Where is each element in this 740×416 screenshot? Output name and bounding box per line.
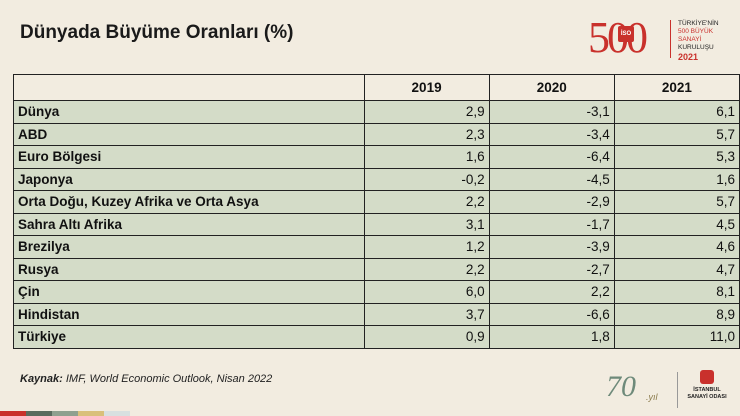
color-bars <box>0 411 130 416</box>
table-row: Orta Doğu, Kuzey Afrika ve Orta Asya 2,2-… <box>13 190 740 214</box>
value-2020: -1,7 <box>488 212 615 236</box>
color-bar <box>104 411 130 416</box>
value-2019: 1,2 <box>363 235 490 259</box>
value-2020: -2,7 <box>488 257 615 281</box>
table-header-2019: 2019 <box>363 74 490 101</box>
logo-line1: TÜRKİYE'NİN <box>678 20 719 27</box>
iso-logo: İSTANBUL SANAYİ ODASI <box>684 370 730 401</box>
table-header-2021: 2021 <box>613 74 740 101</box>
row-label: Sahra Altı Afrika <box>13 212 365 236</box>
value-2020: -4,5 <box>488 167 615 191</box>
logo-line2: 500 BÜYÜK SANAYİ <box>678 28 714 43</box>
row-label: Japonya <box>13 167 365 191</box>
value-2020: -3,9 <box>488 235 615 259</box>
table-header-row: 2019 2020 2021 <box>13 74 740 101</box>
logo-number: 500 <box>588 13 648 62</box>
value-2021: 8,9 <box>613 302 740 326</box>
table-row: ABD 2,3 -3,4 5,7 <box>13 122 740 146</box>
table-header-2020: 2020 <box>488 74 615 101</box>
color-bar <box>52 411 78 416</box>
value-2019: 2,2 <box>363 190 490 214</box>
table-header-empty <box>13 74 365 101</box>
value-2020: -3,4 <box>488 122 615 146</box>
value-2020: 1,8 <box>488 325 615 349</box>
value-2021: 1,6 <box>613 167 740 191</box>
500-logo: 500 İSO TÜRKİYE'NİN 500 BÜYÜK SANAYİ KUR… <box>588 12 728 64</box>
table-row: Sahra Altı Afrika 3,1 -1,7 4,5 <box>13 212 740 236</box>
logo-divider <box>670 20 671 58</box>
value-2020: -3,1 <box>488 100 615 124</box>
table-row: Euro Bölgesi 1,6 -6,4 5,3 <box>13 145 740 169</box>
iso-org-line1: İSTANBUL <box>693 387 721 393</box>
color-bar <box>0 411 26 416</box>
value-2021: 8,1 <box>613 280 740 304</box>
table-row: Dünya 2,9 -3,1 6,1 <box>13 100 740 124</box>
value-2021: 5,3 <box>613 145 740 169</box>
logo-text: TÜRKİYE'NİN 500 BÜYÜK SANAYİ KURULUŞU 20… <box>678 20 730 62</box>
table-row: Japonya -0,2 -4,5 1,6 <box>13 167 740 191</box>
row-label: Türkiye <box>13 325 365 349</box>
value-2019: 1,6 <box>363 145 490 169</box>
70-year-logo: 70 .yıl <box>606 370 666 410</box>
logo-year: 2021 <box>678 52 699 62</box>
anniversary-suffix: .yıl <box>646 392 658 402</box>
source-note: Kaynak: IMF, World Economic Outlook, Nis… <box>20 373 272 385</box>
logo-line3: KURULUŞU <box>678 44 714 51</box>
row-label: ABD <box>13 122 365 146</box>
row-label: Dünya <box>13 100 365 124</box>
page-title: Dünyada Büyüme Oranları (%) <box>20 22 294 43</box>
value-2019: 0,9 <box>363 325 490 349</box>
value-2019: 2,9 <box>363 100 490 124</box>
value-2021: 5,7 <box>613 190 740 214</box>
row-label: Brezilya <box>13 235 365 259</box>
value-2019: 2,3 <box>363 122 490 146</box>
value-2021: 4,6 <box>613 235 740 259</box>
value-2021: 5,7 <box>613 122 740 146</box>
color-bar <box>26 411 52 416</box>
color-bar <box>78 411 104 416</box>
growth-table: 2019 2020 2021 Dünya 2,9 -3,1 6,1 ABD 2,3 -3,4… <box>13 74 740 349</box>
iso-mark-icon <box>700 370 714 384</box>
table-row: Türkiye 0,9 1,8 11,0 <box>13 325 740 349</box>
source-text: IMF, World Economic Outlook, Nisan 2022 <box>62 373 273 385</box>
table-row: Brezilya 1,2 -3,9 4,6 <box>13 235 740 259</box>
value-2021: 11,0 <box>613 325 740 349</box>
table-row: Rusya 2,2 -2,7 4,7 <box>13 257 740 281</box>
anniversary-number: 70 <box>606 370 636 403</box>
value-2019: -0,2 <box>363 167 490 191</box>
table-row: Çin 6,0 2,2 8,1 <box>13 280 740 304</box>
value-2020: 2,2 <box>488 280 615 304</box>
row-label: Orta Doğu, Kuzey Afrika ve Orta Asya <box>13 190 365 214</box>
value-2019: 3,1 <box>363 212 490 236</box>
value-2019: 2,2 <box>363 257 490 281</box>
iso-badge-icon: İSO <box>618 26 634 42</box>
source-label: Kaynak: <box>20 373 63 385</box>
row-label: Rusya <box>13 257 365 281</box>
value-2019: 6,0 <box>363 280 490 304</box>
value-2020: -6,6 <box>488 302 615 326</box>
value-2021: 4,5 <box>613 212 740 236</box>
value-2019: 3,7 <box>363 302 490 326</box>
table-row: Hindistan 3,7 -6,6 8,9 <box>13 302 740 326</box>
iso-org-line2: SANAYİ ODASI <box>687 394 727 400</box>
value-2020: -2,9 <box>488 190 615 214</box>
value-2020: -6,4 <box>488 145 615 169</box>
value-2021: 6,1 <box>613 100 740 124</box>
value-2021: 4,7 <box>613 257 740 281</box>
footer-divider <box>677 372 678 408</box>
row-label: Çin <box>13 280 365 304</box>
row-label: Euro Bölgesi <box>13 145 365 169</box>
row-label: Hindistan <box>13 302 365 326</box>
